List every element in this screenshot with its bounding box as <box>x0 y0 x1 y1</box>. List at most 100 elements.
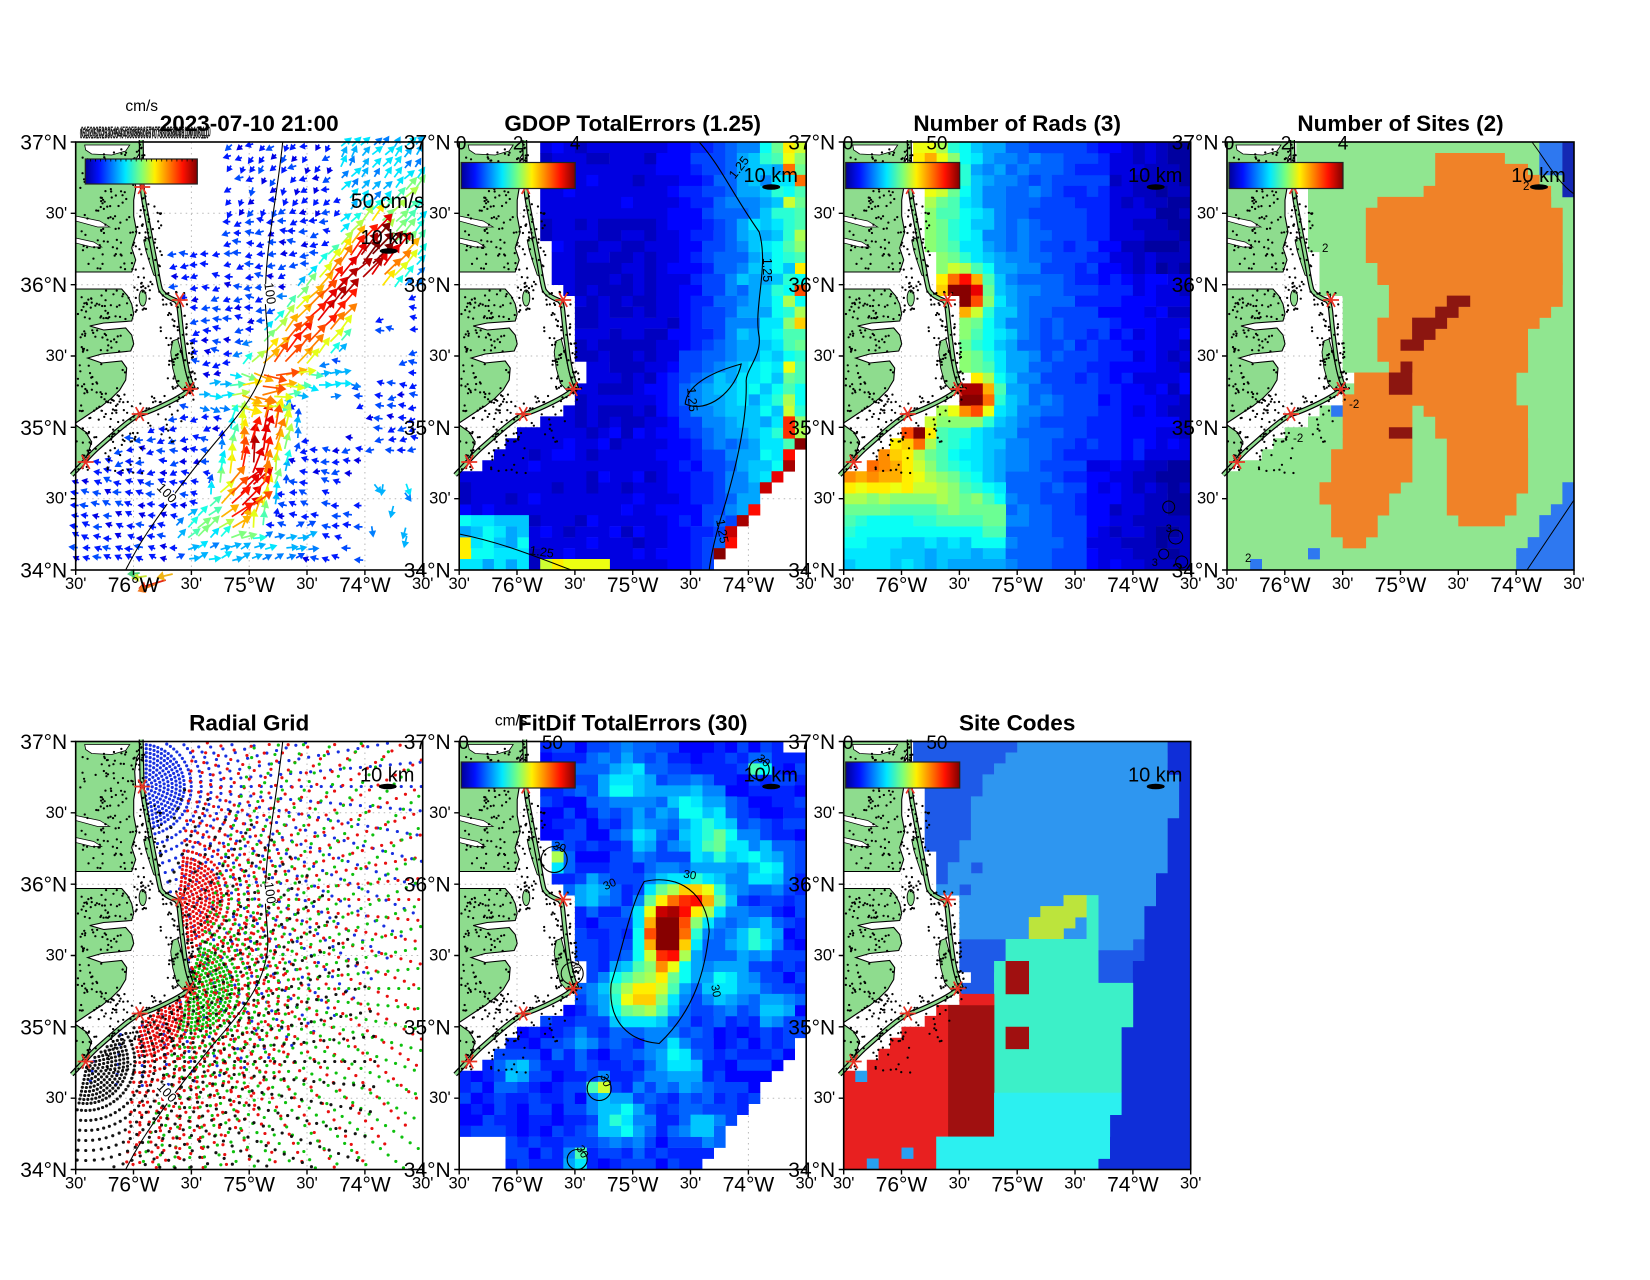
svg-text:74°W: 74°W <box>339 574 391 597</box>
svg-text:10 km: 10 km <box>1511 165 1565 187</box>
svg-text:10 km: 10 km <box>360 765 414 787</box>
svg-text:Number of Sites (2): Number of Sites (2) <box>1297 111 1503 136</box>
svg-text:74°W: 74°W <box>723 574 775 597</box>
svg-text:30': 30' <box>814 947 836 965</box>
svg-text:30': 30' <box>564 1175 586 1193</box>
svg-text:30': 30' <box>429 490 451 508</box>
svg-text:30': 30' <box>46 1089 68 1107</box>
svg-text:30': 30' <box>1197 204 1219 222</box>
svg-text:76°W: 76°W <box>876 1174 928 1197</box>
svg-text:30': 30' <box>1216 575 1238 593</box>
svg-text:30': 30' <box>1064 575 1086 593</box>
svg-text:76°W: 76°W <box>491 1174 543 1197</box>
svg-text:30': 30' <box>814 804 836 822</box>
svg-text:76°W: 76°W <box>1259 574 1311 597</box>
svg-text:30': 30' <box>795 1175 817 1193</box>
svg-text:30': 30' <box>429 947 451 965</box>
svg-text:30': 30' <box>814 347 836 365</box>
svg-text:35°N: 35°N <box>20 1016 67 1039</box>
svg-text:35°N: 35°N <box>404 1016 451 1039</box>
svg-text:10 km: 10 km <box>743 765 797 787</box>
svg-text:GDOP TotalErrors (1.25): GDOP TotalErrors (1.25) <box>504 111 761 136</box>
svg-text:37°N: 37°N <box>788 731 835 754</box>
svg-text:0: 0 <box>1224 133 1235 154</box>
svg-text:2023-07-10 21:00: 2023-07-10 21:00 <box>160 111 339 136</box>
svg-text:75°W: 75°W <box>991 1174 1043 1197</box>
svg-text:30': 30' <box>429 1089 451 1107</box>
svg-text:30': 30' <box>1563 575 1585 593</box>
svg-text:34°N: 34°N <box>404 1159 451 1182</box>
svg-text:30: 30 <box>568 959 583 974</box>
svg-text:37°N: 37°N <box>404 731 451 754</box>
svg-text:30': 30' <box>46 490 68 508</box>
svg-text:37°N: 37°N <box>1172 132 1219 155</box>
svg-text:Number of Rads (3): Number of Rads (3) <box>913 111 1121 136</box>
svg-text:30: 30 <box>551 840 567 856</box>
svg-text:30': 30' <box>296 575 318 593</box>
svg-text:2: 2 <box>1523 181 1529 193</box>
svg-text:2: 2 <box>1322 243 1328 255</box>
svg-text:30': 30' <box>65 1175 87 1193</box>
svg-text:76°W: 76°W <box>108 1174 160 1197</box>
svg-text:36°N: 36°N <box>788 274 835 297</box>
svg-text:30': 30' <box>680 1175 702 1193</box>
svg-text:30': 30' <box>680 575 702 593</box>
svg-text:35°N: 35°N <box>404 417 451 440</box>
svg-text:30': 30' <box>429 804 451 822</box>
svg-text:36°N: 36°N <box>20 874 67 897</box>
svg-text:10 km: 10 km <box>743 165 797 187</box>
svg-text:30': 30' <box>412 1175 434 1193</box>
svg-text:35°N: 35°N <box>788 417 835 440</box>
svg-text:30': 30' <box>564 575 586 593</box>
svg-text:30': 30' <box>429 347 451 365</box>
svg-text:36°N: 36°N <box>788 874 835 897</box>
svg-text:0: 0 <box>843 133 854 154</box>
svg-text:37°N: 37°N <box>788 132 835 155</box>
svg-text:0: 0 <box>843 733 854 754</box>
svg-text:76°W: 76°W <box>108 574 160 597</box>
svg-text:30': 30' <box>949 1175 971 1193</box>
svg-text:30: 30 <box>597 1072 613 1088</box>
svg-text:cm/s: cm/s <box>495 713 528 730</box>
svg-text:1.25: 1.25 <box>684 387 700 413</box>
svg-text:30': 30' <box>181 1175 203 1193</box>
svg-text:0: 0 <box>458 733 469 754</box>
svg-text:30': 30' <box>1180 1175 1202 1193</box>
svg-text:10 km: 10 km <box>1128 165 1182 187</box>
svg-text:3: 3 <box>1166 523 1172 535</box>
svg-text:37°N: 37°N <box>404 132 451 155</box>
svg-text:37°N: 37°N <box>20 132 67 155</box>
svg-text:76°W: 76°W <box>876 574 928 597</box>
svg-text:75°W: 75°W <box>223 1174 275 1197</box>
svg-text:36°N: 36°N <box>20 274 67 297</box>
svg-text:30': 30' <box>46 347 68 365</box>
svg-text:10 km: 10 km <box>360 227 414 249</box>
svg-text:-2: -2 <box>1293 433 1303 445</box>
svg-text:30': 30' <box>448 575 470 593</box>
svg-text:34°N: 34°N <box>788 560 835 583</box>
svg-text:Radial Grid: Radial Grid <box>189 711 309 736</box>
svg-text:34°N: 34°N <box>788 1159 835 1182</box>
svg-text:75°W: 75°W <box>607 574 659 597</box>
svg-text:30': 30' <box>46 804 68 822</box>
svg-text:30': 30' <box>1180 575 1202 593</box>
svg-text:75°W: 75°W <box>991 574 1043 597</box>
svg-text:30': 30' <box>1332 575 1354 593</box>
svg-text:cm/s: cm/s <box>125 98 158 115</box>
svg-text:30': 30' <box>1448 575 1470 593</box>
svg-text:36°N: 36°N <box>404 274 451 297</box>
svg-text:30: 30 <box>708 984 722 999</box>
svg-text:50 cm/s: 50 cm/s <box>351 190 425 213</box>
svg-text:1.25: 1.25 <box>760 258 774 282</box>
svg-text:015202530354045505560657075808: 0152025303540455055606570758085909510010… <box>81 125 211 141</box>
svg-text:051015202530354045505560657075: 0510152025303540455055606570758085909510… <box>80 127 209 143</box>
svg-text:74°W: 74°W <box>1107 1174 1159 1197</box>
svg-text:37°N: 37°N <box>20 731 67 754</box>
svg-text:30': 30' <box>1197 490 1219 508</box>
svg-text:30': 30' <box>46 204 68 222</box>
svg-text:30': 30' <box>448 1175 470 1193</box>
svg-text:75°W: 75°W <box>607 1174 659 1197</box>
svg-text:74°W: 74°W <box>1490 574 1542 597</box>
svg-text:50: 50 <box>926 133 947 154</box>
svg-text:30: 30 <box>682 869 697 883</box>
